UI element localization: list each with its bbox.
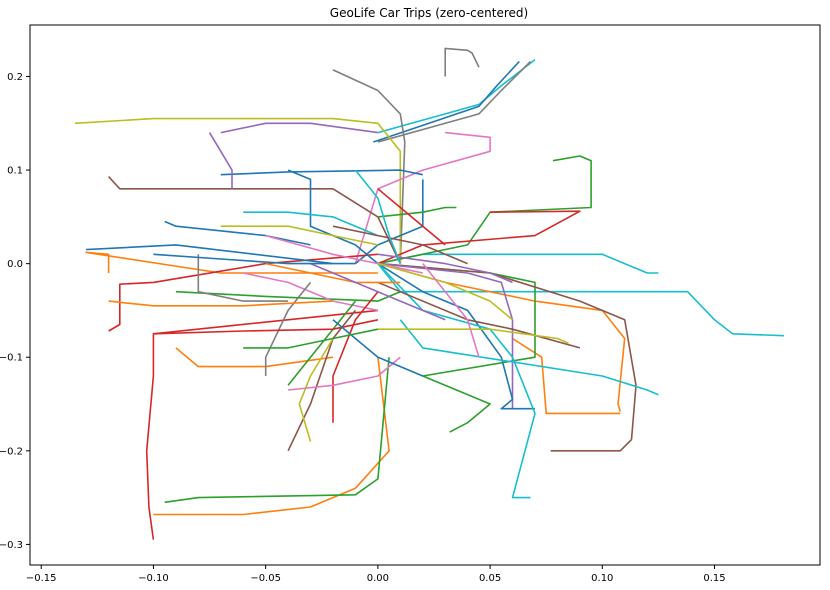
x-axis: −0.15 −0.10 −0.05 0.00 0.05 0.10 0.15: [26, 565, 726, 584]
trip-line-48: [153, 319, 379, 335]
trip-line-55: [243, 328, 379, 349]
trip-line-39: [287, 309, 357, 452]
x-tick-label: −0.10: [138, 573, 169, 584]
x-tick-label: 0.10: [591, 573, 613, 584]
trip-line-25: [377, 262, 535, 410]
x-tick-label: 0.15: [703, 573, 725, 584]
trip-line-8: [74, 117, 402, 264]
trip-line-15: [85, 251, 378, 274]
trip-line-61: [310, 262, 446, 321]
trip-line-37: [175, 347, 334, 368]
trip-line-23: [108, 176, 402, 264]
trip-line-53: [332, 319, 424, 377]
trip-line-32: [175, 290, 401, 302]
trip-line-22: [550, 439, 633, 452]
trip-line-45: [377, 281, 581, 349]
trip-line-35: [243, 272, 379, 312]
chart-title: GeoLife Car Trips (zero-centered): [330, 6, 528, 20]
trip-line-54: [377, 262, 514, 321]
y-tick-label: 0.0: [7, 259, 23, 270]
trip-line-27: [399, 319, 659, 396]
trip-line-29: [164, 220, 311, 246]
trip-line-16: [512, 337, 621, 415]
trip-line-5: [377, 60, 532, 143]
trip-line-24: [377, 262, 514, 409]
trip-line-41: [332, 291, 379, 423]
trip-line-56: [265, 262, 401, 284]
trip-line-28: [86, 244, 334, 265]
x-tick-label: −0.15: [26, 573, 57, 584]
y-tick-label: 0.1: [7, 166, 23, 177]
trip-line-21: [377, 262, 637, 440]
x-tick-label: 0.05: [479, 573, 501, 584]
trip-line-31: [220, 169, 423, 176]
y-tick-label: −0.2: [0, 446, 23, 457]
trip-line-40: [298, 338, 334, 442]
trip-line-4: [373, 60, 520, 143]
trip-line-44: [243, 211, 379, 237]
y-axis: −0.3 −0.2 −0.1 0.0 0.1 0.2: [0, 72, 30, 551]
trip-line-11: [377, 210, 581, 265]
trip-line-51: [265, 234, 423, 274]
trip-line-19: [145, 309, 378, 540]
trip-line-59: [422, 263, 480, 358]
trip-line-38: [264, 281, 312, 376]
trip-line-57: [377, 188, 446, 246]
trip-line-36: [220, 225, 379, 246]
trip-line-9: [354, 131, 491, 264]
y-tick-label: −0.3: [0, 540, 23, 551]
plot-lines: [74, 47, 785, 540]
trip-line-46: [377, 328, 569, 344]
trip-line-42: [287, 300, 357, 386]
trip-line-30: [287, 169, 379, 265]
trip-line-52: [197, 254, 289, 302]
trip-line-33: [208, 132, 233, 189]
trip-line-14: [153, 357, 390, 516]
x-tick-label: −0.05: [250, 573, 281, 584]
trip-line-26: [377, 263, 536, 499]
trip-line-43: [288, 356, 401, 391]
x-tick-label: 0.00: [367, 573, 389, 584]
trip-line-47: [108, 300, 334, 307]
trip-line-12: [354, 179, 424, 265]
trip-line-6: [444, 47, 480, 77]
trip-line-34: [220, 122, 379, 134]
trip-line-50: [377, 206, 457, 218]
trip-line-10: [377, 155, 592, 265]
y-tick-label: −0.1: [0, 353, 23, 364]
trip-line-20: [108, 253, 378, 332]
trip-line-2: [377, 263, 785, 337]
trip-line-62: [153, 253, 356, 265]
trip-line-58: [332, 225, 468, 265]
trip-line-1: [377, 253, 659, 274]
plot-frame: [29, 24, 821, 566]
trip-line-7: [332, 69, 406, 264]
y-tick-label: 0.2: [7, 72, 23, 83]
trip-line-17: [164, 357, 390, 504]
trip-line-49: [377, 253, 513, 284]
trip-line-60: [354, 169, 402, 264]
